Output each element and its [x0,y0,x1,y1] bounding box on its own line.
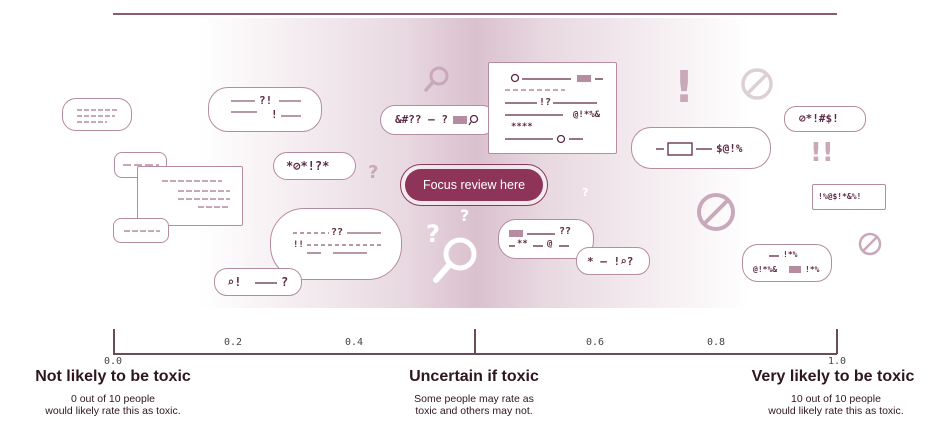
prohibited-icon [697,193,735,231]
text-lines-icon [123,164,159,166]
magnifier-icon [433,237,477,283]
category-title-uncertain: Uncertain if toxic [409,368,539,385]
bubble-text: ** [517,239,528,249]
speech-bubble: * — !⌕? [576,247,650,275]
magnifier-icon [424,66,449,92]
bubble-text: @ [547,239,553,249]
text-lines-icon [505,73,603,144]
bubble-text: ? [281,275,289,289]
axis-tick-label: 0.4 [344,337,364,348]
bubble-text: !*% [783,250,798,259]
toxicity-axis [113,353,837,355]
speech-bubble: ?! ! [208,87,322,132]
exclamation-icon: ! [674,62,695,113]
text-lines-icon [162,180,230,208]
bubble-text: $@!% [716,142,743,155]
text-lines-icon [255,282,277,284]
speech-bubble: ⌕! ? [214,268,302,296]
speech-bubble: ?? ** @ [498,219,594,259]
axis-tick [113,329,115,354]
category-desc-line: would likely rate this as toxic. [768,405,904,417]
bubble-text: ?? [559,226,572,237]
axis-tick-label: 0.6 [585,337,605,348]
category-desc-high: 10 out of 10 people would likely rate th… [721,393,951,417]
bubble-text: !%@$!*&%! [818,192,862,201]
category-desc-line: 10 out of 10 people [791,393,881,405]
focus-review-button[interactable]: Focus review here [405,169,543,201]
bubble-text: ?! [259,94,273,107]
message-card [137,166,243,226]
question-mark-icon: ? [582,186,589,199]
bubble-text: ! [271,108,278,121]
bubble-text: !! [293,240,304,250]
speech-bubble: ⊘*!#$! [784,106,866,132]
question-mark-icon: ? [368,162,379,183]
message-card: !? @!*%& **** [488,62,617,154]
speech-bubble [62,98,132,131]
text-lines-icon [656,142,712,156]
category-desc-low: 0 out of 10 people would likely rate thi… [0,393,228,417]
axis-tick-label: 1.0 [827,356,847,367]
axis-tick [474,329,476,354]
speech-bubble: &#?? – ? [380,105,497,135]
category-desc-line: would likely rate this as toxic. [45,405,181,417]
text-lines-icon [509,230,569,247]
top-rule [113,13,837,15]
category-desc-line: Some people may rate as [414,393,534,405]
text-lines-icon [769,255,801,273]
bubble-text: * — !⌕? [587,255,634,268]
bubble-text: *⊘*!?* [286,159,330,173]
bubble-text: ?? [331,227,344,238]
bubble-text: !*% [805,265,820,274]
category-desc-uncertain: Some people may rate as toxic and others… [359,393,589,417]
question-mark-icon: ? [460,206,470,225]
category-desc-line: toxic and others may not. [415,405,533,417]
axis-tick-label: 0.0 [103,356,123,367]
category-desc-line: 0 out of 10 people [70,393,156,405]
category-title-low: Not likely to be toxic [35,368,191,385]
speech-bubble: !*% @!*%& !*% [742,244,832,282]
bubble-text: !? [539,97,552,108]
bubble-text: **** [511,122,533,132]
bubble-text: ⌕! [227,275,242,289]
speech-bubble: *⊘*!?* [273,152,356,180]
speech-bubble: $@!% [631,127,771,169]
double-exclamation-icon: !! [810,138,834,168]
bubble-text: @!*%& [753,265,778,274]
text-lines-icon [231,100,301,117]
text-lines-icon [124,230,160,232]
speech-bubble [113,218,169,243]
text-lines-icon [453,114,479,126]
message-card: !%@$!*&%! [812,184,886,210]
question-mark-icon: ? [426,220,440,248]
prohibited-icon [858,232,882,256]
axis-tick [836,329,838,354]
text-lines-icon [293,232,381,254]
axis-tick-label: 0.2 [223,337,243,348]
category-title-high: Very likely to be toxic [751,368,915,385]
axis-tick-label: 0.8 [706,337,726,348]
bubble-text: &#?? – ? [395,113,448,126]
bubble-text: ⊘*!#$! [799,112,839,125]
text-lines-icon [77,109,119,123]
bubble-text: @!*%& [573,110,601,120]
speech-bubble: ?? !! [270,208,402,280]
prohibited-icon [741,68,773,100]
